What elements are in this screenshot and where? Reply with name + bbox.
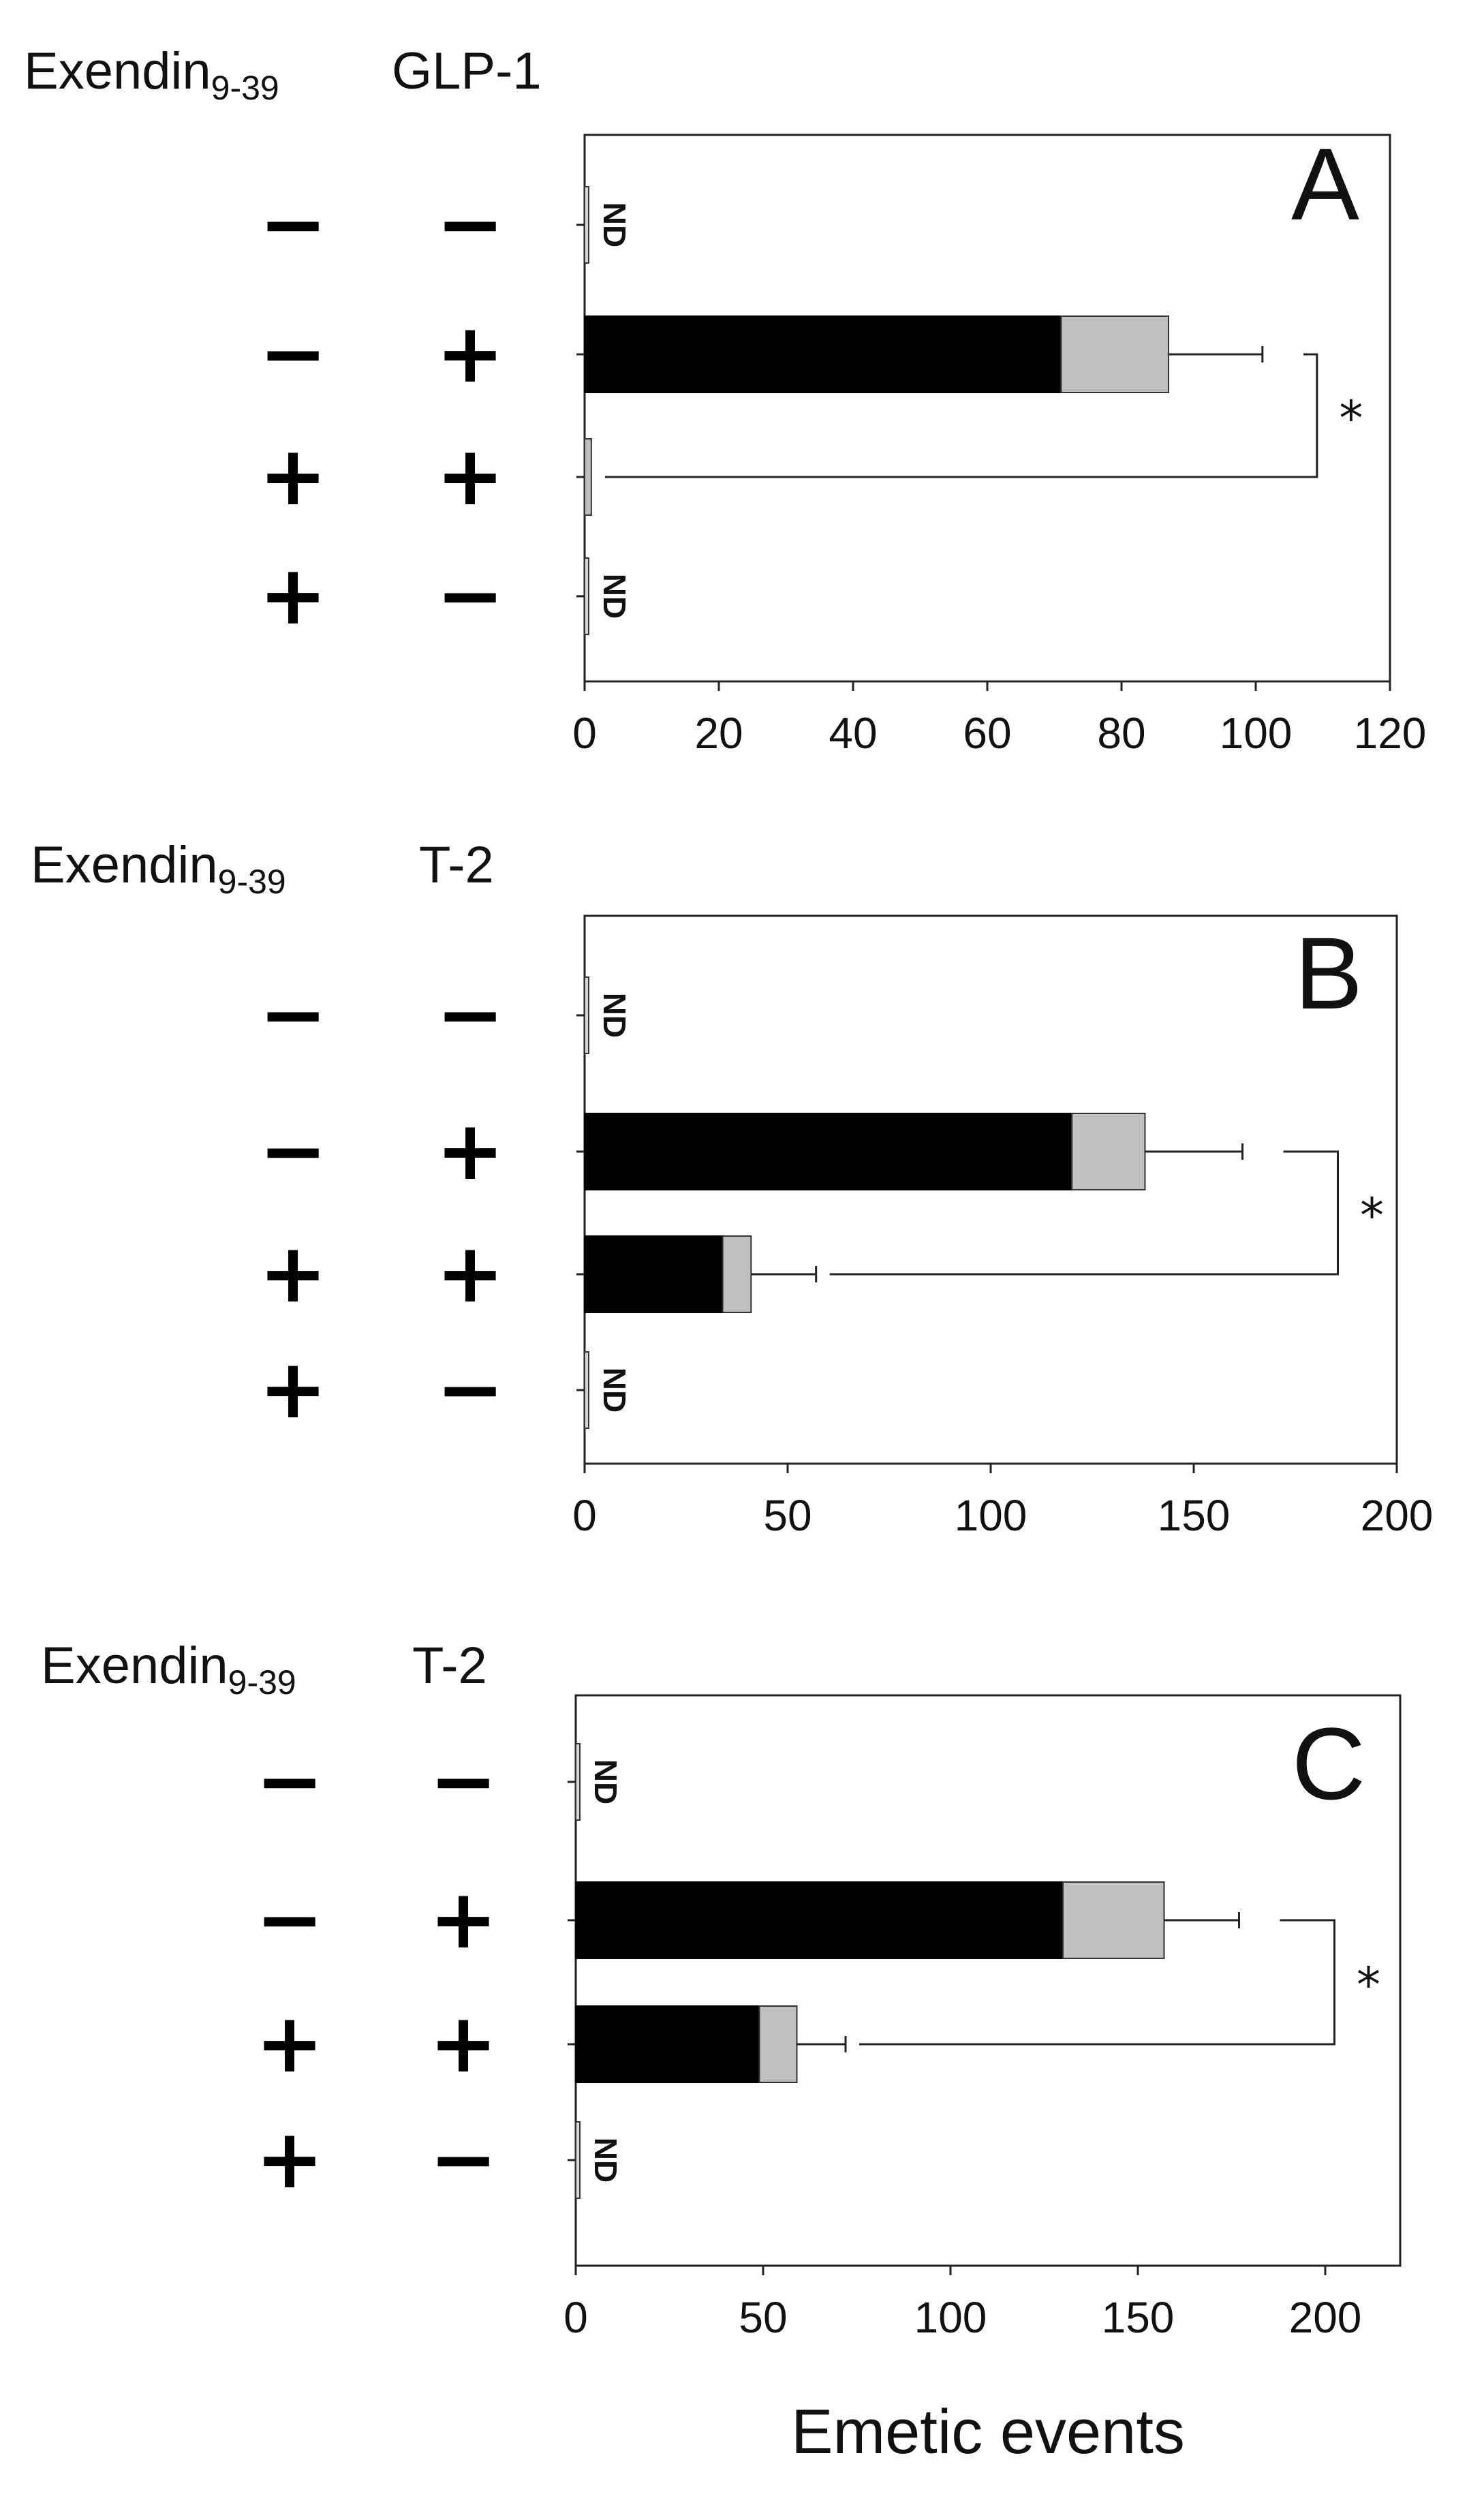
bar-zero — [584, 976, 589, 1054]
x-tick-label: 80 — [1097, 709, 1145, 758]
x-tick-label: 100 — [1220, 709, 1293, 758]
row-sign-right: + — [436, 429, 505, 524]
column-header-right: T-2 — [419, 836, 494, 894]
panel-letter: C — [1292, 1706, 1365, 1821]
row-sign-left: + — [259, 549, 328, 643]
column-header-right: T-2 — [412, 1637, 487, 1695]
bar-zero — [575, 2121, 581, 2199]
panel-a: Exendin9-39 GLP-1 A 0 20 40 60 80 100 120 − − ND − + + +… — [24, 42, 1426, 758]
row-sign-right: + — [429, 1873, 498, 1967]
x-tick-label: 0 — [563, 2293, 588, 2342]
header-main: Exendin — [41, 1637, 228, 1695]
x-axis-label: Emetic events — [791, 2397, 1185, 2467]
x-tick-label: 50 — [763, 1491, 811, 1540]
panel-letter: B — [1295, 916, 1363, 1030]
bar-segment-1 — [575, 1881, 1064, 1959]
bar-zero — [575, 1743, 581, 1821]
header-subscript: 9-39 — [228, 1663, 296, 1701]
significance-bracket — [829, 1150, 1340, 1276]
row-sign-left: − — [256, 1873, 324, 1967]
bar-zero — [584, 557, 589, 635]
bar-segment-1 — [584, 1235, 724, 1313]
plot-frame — [583, 134, 1391, 683]
nd-label: ND — [597, 1368, 632, 1413]
bar-segment-2 — [584, 438, 592, 516]
bar-segment-2 — [758, 2005, 798, 2083]
row-sign-right: − — [429, 1734, 498, 1829]
x-tick-label: 200 — [1289, 2293, 1362, 2342]
bar-segment-1 — [584, 315, 1062, 393]
x-tick-label: 20 — [694, 709, 743, 758]
nd-label: ND — [597, 202, 632, 247]
bar-segment-1 — [584, 1113, 1073, 1190]
row-sign-left: + — [259, 1342, 328, 1437]
column-header-left: Exendin9-39 — [31, 836, 286, 901]
significance-bracket — [859, 1919, 1335, 2046]
row-sign-left: − — [259, 968, 328, 1062]
row-sign-right: − — [436, 1342, 505, 1437]
x-tick-label: 40 — [829, 709, 877, 758]
row-sign-right: + — [429, 1997, 498, 2091]
bar-segment-2 — [1060, 315, 1169, 393]
bar-segment-2 — [1071, 1113, 1146, 1190]
panel-b: Exendin9-39 T-2 B 0 50 100 150 200 − − ND − + + + + − ND * — [31, 836, 1433, 1540]
significance-bracket — [604, 353, 1318, 478]
bar-segment-1 — [575, 2005, 760, 2083]
row-sign-left: + — [256, 1997, 324, 2091]
nd-label: ND — [597, 574, 632, 619]
significance-star: * — [1360, 1188, 1384, 1244]
row-sign-left: − — [256, 1734, 324, 1829]
row-sign-right: + — [436, 1227, 505, 1321]
x-tick-label: 120 — [1354, 709, 1427, 758]
row-sign-left: − — [259, 177, 328, 272]
significance-star: * — [1357, 1957, 1380, 2013]
x-tick-label: 100 — [914, 2293, 987, 2342]
header-main: Exendin — [24, 42, 211, 100]
row-sign-left: + — [256, 2112, 324, 2207]
x-tick-label: 100 — [955, 1491, 1027, 1540]
bar-zero — [584, 186, 589, 264]
row-sign-right: − — [436, 177, 505, 272]
nd-label: ND — [597, 993, 632, 1038]
row-sign-right: + — [436, 307, 505, 401]
panel-c: Exendin9-39 T-2 C 0 50 100 150 200 − − ND − + + + + − ND * — [41, 1637, 1402, 2342]
row-sign-left: + — [259, 1227, 328, 1321]
significance-star: * — [1339, 390, 1363, 446]
header-subscript: 9-39 — [211, 69, 279, 107]
bar-segment-2 — [1062, 1881, 1165, 1959]
x-tick-label: 0 — [572, 1491, 597, 1540]
column-header-left: Exendin9-39 — [41, 1637, 296, 1701]
row-sign-right: − — [429, 2112, 498, 2207]
x-tick-label: 50 — [739, 2293, 787, 2342]
x-tick-label: 60 — [963, 709, 1011, 758]
panel-letter: A — [1291, 127, 1359, 241]
row-sign-right: − — [436, 549, 505, 643]
x-tick-label: 150 — [1158, 1491, 1231, 1540]
x-tick-label: 200 — [1361, 1491, 1434, 1540]
header-main: Exendin — [31, 836, 218, 894]
x-tick-label: 0 — [572, 709, 597, 758]
column-header-right: GLP-1 — [392, 42, 542, 100]
bar-zero — [584, 1351, 589, 1429]
plot-frame — [574, 1694, 1402, 2267]
column-header-left: Exendin9-39 — [24, 42, 279, 107]
row-sign-right: + — [436, 1104, 505, 1199]
row-sign-right: − — [436, 968, 505, 1062]
row-sign-left: − — [259, 1104, 328, 1199]
header-subscript: 9-39 — [218, 863, 286, 901]
row-sign-left: − — [259, 307, 328, 401]
nd-label: ND — [588, 2138, 623, 2183]
bar-segment-2 — [722, 1235, 752, 1313]
nd-label: ND — [588, 1759, 623, 1804]
row-sign-left: + — [259, 429, 328, 524]
x-tick-label: 150 — [1102, 2293, 1175, 2342]
